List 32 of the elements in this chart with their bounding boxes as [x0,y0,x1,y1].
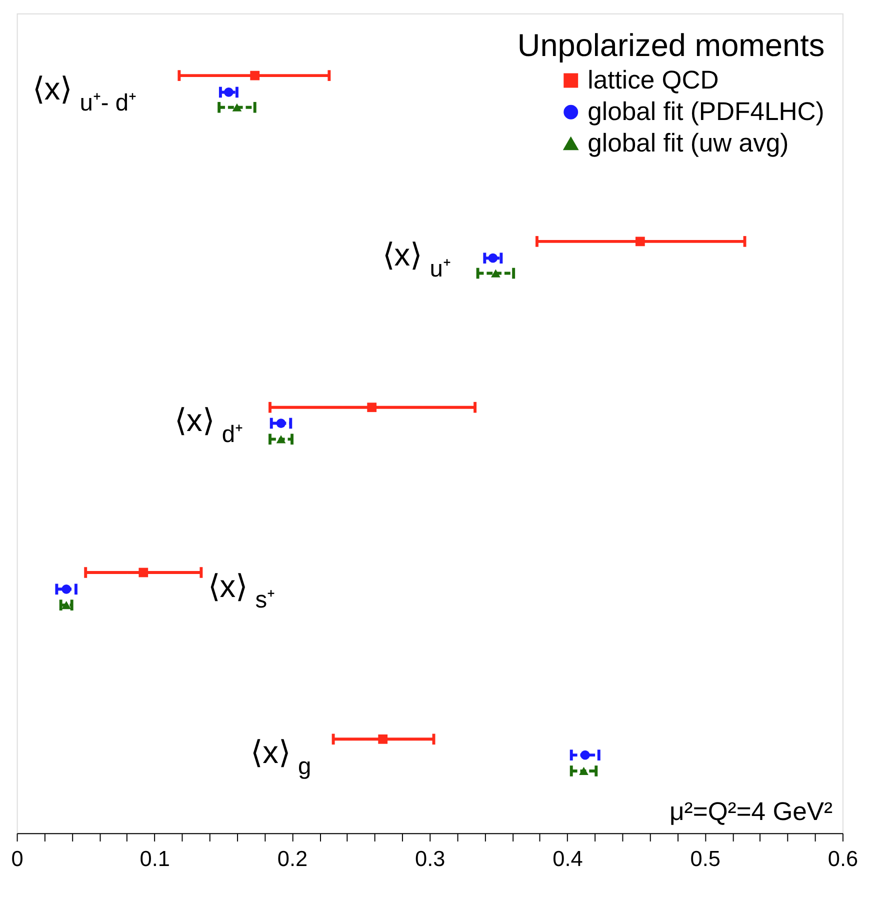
point [579,766,588,776]
legend-label: global fit (uw avg) [588,130,789,158]
annotation: ⟨x⟩d⁺ [174,402,244,448]
x-tick-label: 0.2 [277,846,308,872]
point [488,253,498,263]
legend-title: Unpolarized moments [517,26,825,63]
point [232,103,242,112]
point [250,70,260,80]
point [367,402,377,412]
x-tick-label: 0.3 [415,846,446,872]
x-tick-label: 0.5 [690,846,720,872]
point [276,418,286,428]
x-tick-label: 0.4 [552,846,583,872]
annotation: ⟨x⟩g [250,734,312,780]
point [276,435,286,444]
x-tick-label: 0 [11,846,24,872]
annotation: μ²=Q²=4 GeV² [670,798,834,826]
point [378,734,388,744]
x-tick-label: 0.6 [828,846,858,872]
point [62,584,72,594]
annotation: ⟨x⟩u⁺ [382,236,451,282]
point [635,236,645,246]
x-tick-label: 0.1 [140,846,170,872]
legend-label: lattice QCD [588,66,719,94]
point [224,88,234,97]
annotation: ⟨x⟩s⁺ [208,568,276,614]
point [491,269,500,278]
annotation: ⟨x⟩u⁺- d⁺ [32,70,137,116]
legend-label: global fit (PDF4LHC) [588,98,824,126]
point [62,601,72,610]
point [138,568,148,578]
point [580,750,590,760]
